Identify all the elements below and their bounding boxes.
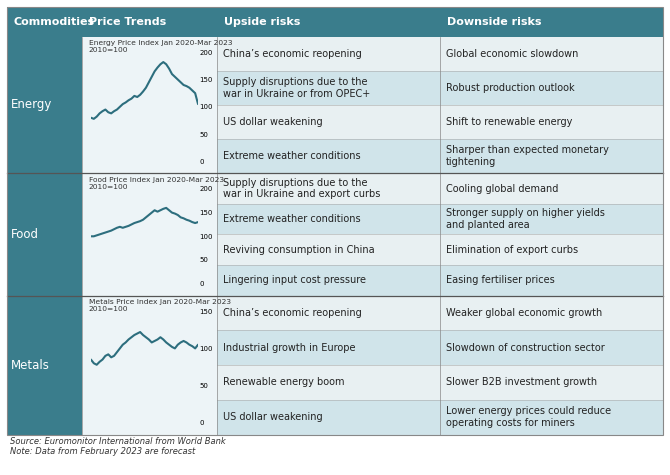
Bar <box>440 173 663 204</box>
Bar <box>217 139 440 173</box>
Text: China’s economic reopening: China’s economic reopening <box>223 308 362 318</box>
Text: Reviving consumption in China: Reviving consumption in China <box>223 245 375 255</box>
Text: China’s economic reopening: China’s economic reopening <box>223 48 362 58</box>
Text: Supply disruptions due to the
war in Ukraine and export curbs: Supply disruptions due to the war in Ukr… <box>223 178 380 200</box>
Bar <box>217 365 440 400</box>
Bar <box>7 295 82 435</box>
Bar <box>440 330 663 365</box>
Text: Metals: Metals <box>11 359 50 371</box>
Bar <box>82 295 217 435</box>
Bar <box>217 234 440 265</box>
Text: Supply disruptions due to the
war in Ukraine or from OPEC+: Supply disruptions due to the war in Ukr… <box>223 77 370 99</box>
Bar <box>82 37 217 173</box>
Bar <box>440 37 663 71</box>
Text: Robust production outlook: Robust production outlook <box>446 83 575 93</box>
Bar <box>7 173 82 295</box>
Text: Upside risks: Upside risks <box>224 17 300 27</box>
Text: US dollar weakening: US dollar weakening <box>223 412 322 422</box>
Text: Slower B2B investment growth: Slower B2B investment growth <box>446 378 597 388</box>
Bar <box>440 105 663 139</box>
Bar <box>440 139 663 173</box>
Bar <box>440 234 663 265</box>
Text: Weaker global economic growth: Weaker global economic growth <box>446 308 602 318</box>
Text: Extreme weather conditions: Extreme weather conditions <box>223 214 360 224</box>
Text: Stronger supply on higher yields
and planted area: Stronger supply on higher yields and pla… <box>446 209 605 230</box>
Text: Lingering input cost pressure: Lingering input cost pressure <box>223 275 366 285</box>
Bar <box>82 173 217 295</box>
Bar <box>217 295 440 330</box>
Text: Cooling global demand: Cooling global demand <box>446 183 559 193</box>
Text: Extreme weather conditions: Extreme weather conditions <box>223 151 360 161</box>
Bar <box>217 330 440 365</box>
Text: Energy Price Index Jan 2020-Mar 2023
2010=100: Energy Price Index Jan 2020-Mar 2023 201… <box>89 40 232 53</box>
Bar <box>440 265 663 295</box>
Text: Metals Price Index Jan 2020-Mar 2023
2010=100: Metals Price Index Jan 2020-Mar 2023 201… <box>89 299 231 312</box>
Text: Lower energy prices could reduce
operating costs for miners: Lower energy prices could reduce operati… <box>446 407 611 428</box>
Bar <box>217 71 440 105</box>
Text: Global economic slowdown: Global economic slowdown <box>446 48 578 58</box>
Text: Food Price Index Jan 2020-Mar 2023
2010=100: Food Price Index Jan 2020-Mar 2023 2010=… <box>89 177 224 190</box>
Bar <box>217 105 440 139</box>
Bar <box>440 71 663 105</box>
Bar <box>217 265 440 295</box>
Bar <box>217 204 440 234</box>
Text: Food: Food <box>11 228 39 241</box>
Text: Industrial growth in Europe: Industrial growth in Europe <box>223 342 355 353</box>
Bar <box>217 37 440 71</box>
Text: Sharper than expected monetary
tightening: Sharper than expected monetary tightenin… <box>446 145 609 167</box>
Text: US dollar weakening: US dollar weakening <box>223 117 322 127</box>
Bar <box>440 204 663 234</box>
Text: Energy: Energy <box>11 98 52 112</box>
Text: Slowdown of construction sector: Slowdown of construction sector <box>446 342 605 353</box>
Text: Elimination of export curbs: Elimination of export curbs <box>446 245 578 255</box>
Text: Commodities: Commodities <box>13 17 94 27</box>
Text: Renewable energy boom: Renewable energy boom <box>223 378 344 388</box>
Text: Source: Euromonitor International from World Bank
Note: Data from February 2023 : Source: Euromonitor International from W… <box>10 437 226 456</box>
Bar <box>440 295 663 330</box>
Bar <box>440 365 663 400</box>
Text: Easing fertiliser prices: Easing fertiliser prices <box>446 275 555 285</box>
Bar <box>7 37 82 173</box>
Bar <box>217 400 440 435</box>
Text: Downside risks: Downside risks <box>447 17 541 27</box>
Bar <box>440 400 663 435</box>
Text: Shift to renewable energy: Shift to renewable energy <box>446 117 572 127</box>
Text: Price Trends: Price Trends <box>89 17 166 27</box>
Bar <box>7 7 663 37</box>
Bar <box>217 173 440 204</box>
